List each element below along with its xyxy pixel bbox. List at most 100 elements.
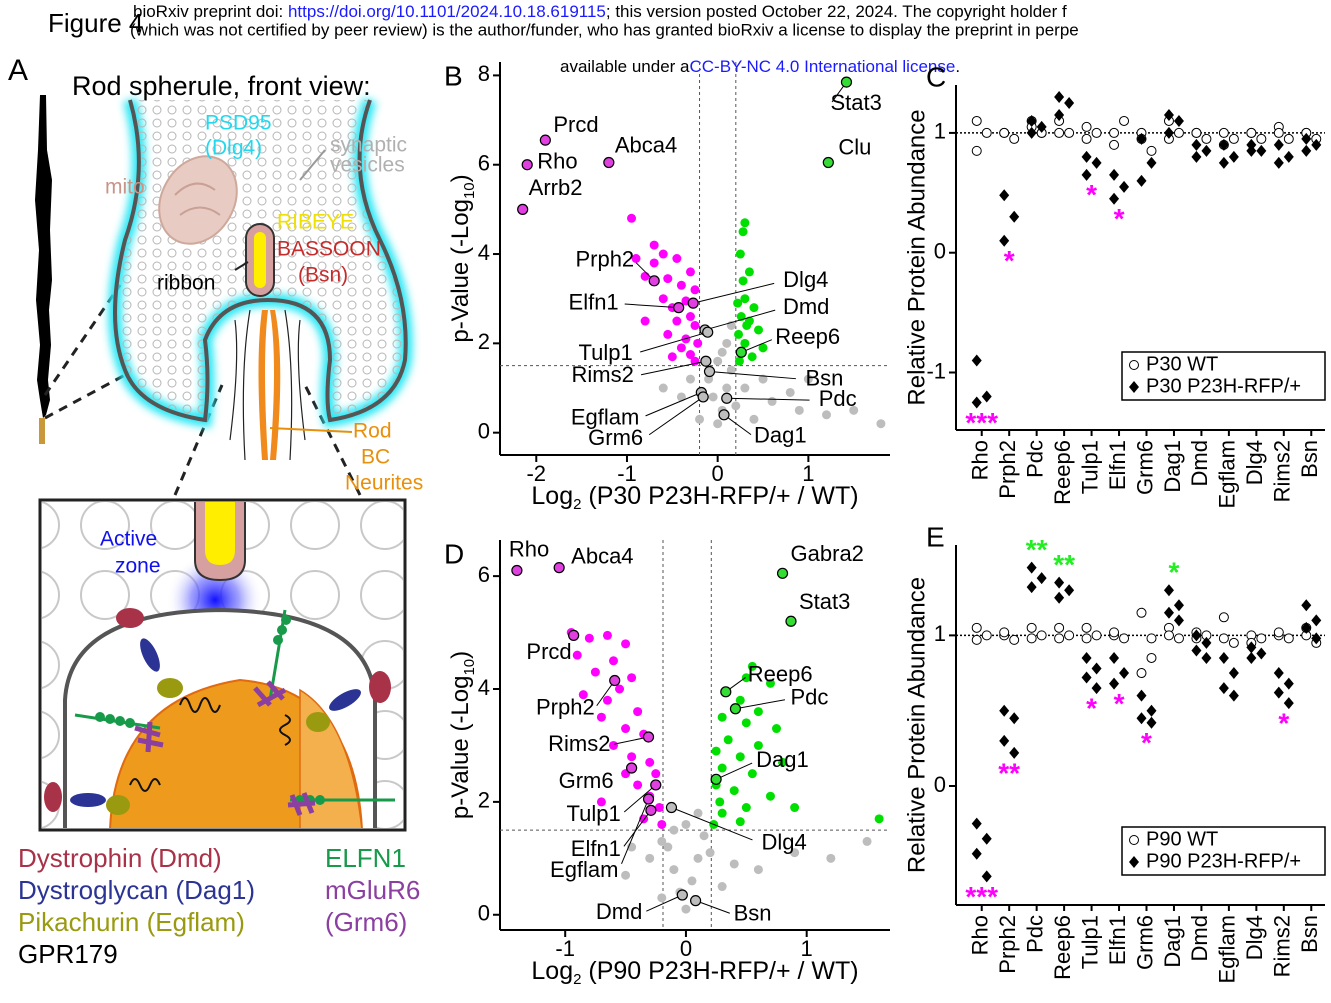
point: [1055, 128, 1064, 137]
point: [715, 797, 724, 806]
axis-label-part: p-Value (-Log: [447, 676, 474, 820]
point: [1130, 836, 1139, 845]
point: [1164, 631, 1173, 640]
labeled-point: [518, 204, 528, 214]
x-tick-label: Rims2: [1270, 915, 1295, 977]
point-label: Prph2: [575, 247, 634, 272]
significance: *: [1141, 727, 1152, 758]
point-label: Rho: [509, 536, 549, 561]
point: [1229, 638, 1238, 647]
point-label: Stat3: [830, 90, 881, 115]
point: [1229, 690, 1239, 702]
point-label: Gabra2: [791, 541, 864, 566]
figure: Figure 4 bioRxiv preprint doi: https://d…: [0, 0, 1331, 1003]
point: [677, 281, 686, 290]
point: [597, 713, 606, 722]
point-label: Tulp1: [567, 801, 621, 826]
labeled-point: [719, 410, 729, 420]
point: [657, 893, 666, 902]
point: [1082, 122, 1091, 131]
point: [1082, 672, 1092, 684]
point: [1256, 647, 1266, 659]
x-tick-label: Rho: [968, 915, 993, 955]
label-mito: mito: [105, 176, 145, 199]
point: [1219, 128, 1228, 137]
panel-title: Rod spherule, front view:: [72, 71, 371, 101]
legend-gpr179: GPR179: [18, 939, 118, 969]
point: [1054, 592, 1064, 604]
label-active: Active: [100, 528, 157, 551]
point-label: Pdc: [819, 386, 857, 411]
point: [730, 786, 739, 795]
y-tick-label: 0: [478, 901, 490, 926]
header-line: available under aCC-BY-NC 4.0 Internatio…: [560, 57, 960, 76]
labeled-point: [554, 563, 564, 573]
point: [1256, 145, 1266, 157]
point: [1092, 631, 1101, 640]
point: [1027, 634, 1036, 643]
point: [982, 128, 991, 137]
point: [672, 317, 681, 326]
labeled-point: [674, 303, 684, 313]
panel-label: B: [444, 60, 463, 91]
point: [1009, 712, 1019, 724]
point: [1192, 128, 1201, 137]
labeled-point: [730, 704, 740, 714]
point: [1257, 634, 1266, 643]
point: [1284, 151, 1294, 163]
point-label: Arrb2: [529, 175, 583, 200]
point: [621, 871, 630, 880]
point: [1147, 157, 1157, 169]
x-tick-label: Dmd: [1187, 440, 1212, 486]
point: [1110, 140, 1119, 149]
point: [1055, 634, 1064, 643]
labeled-point: [736, 347, 746, 357]
point: [686, 267, 695, 276]
point-label: Dlg4: [761, 829, 806, 854]
point: [663, 330, 672, 339]
point: [672, 254, 681, 263]
label-neurites: Neurites: [345, 472, 423, 495]
dystrophin: [369, 671, 391, 703]
label-rod: Rod: [353, 420, 392, 443]
axis-label: p-Value (-Log10): [447, 651, 478, 819]
doi-link[interactable]: https://doi.org/10.1101/2024.10.18.61911…: [288, 2, 606, 21]
point: [1246, 652, 1256, 664]
point: [1174, 614, 1184, 626]
axis-label: Log2 (P90 P23H-RFP/+ / WT): [531, 957, 858, 988]
point-label: Rho: [537, 149, 577, 174]
point-label: Dag1: [754, 423, 807, 448]
labeled-point: [705, 366, 715, 376]
point: [722, 384, 731, 393]
label-bc: BC: [361, 446, 390, 469]
point: [691, 321, 700, 330]
point: [677, 392, 686, 401]
labeled-point: [522, 160, 532, 170]
point: [754, 865, 763, 874]
x-tick-label: Dag1: [1160, 440, 1185, 493]
significance: ***: [965, 407, 998, 438]
labeled-point: [698, 392, 708, 402]
point: [1219, 613, 1228, 622]
point: [1147, 653, 1156, 662]
pikachurin: [306, 712, 330, 732]
axis-label: p-Value (-Log10): [447, 174, 478, 342]
point: [1274, 139, 1284, 151]
point: [1109, 169, 1119, 181]
point: [1064, 584, 1074, 596]
point: [693, 339, 702, 348]
point: [641, 317, 650, 326]
point: [657, 820, 666, 829]
point: [740, 384, 749, 393]
point: [1037, 572, 1047, 584]
point: [1219, 652, 1229, 664]
point: [659, 294, 668, 303]
point: [1274, 687, 1284, 699]
point: [1027, 581, 1037, 593]
point: [1130, 361, 1139, 370]
point: [1274, 628, 1283, 637]
point: [1284, 634, 1293, 643]
labeled-point: [627, 763, 637, 773]
license-link[interactable]: CC-BY-NC 4.0 International license: [689, 57, 955, 76]
leader-line: [624, 810, 651, 846]
